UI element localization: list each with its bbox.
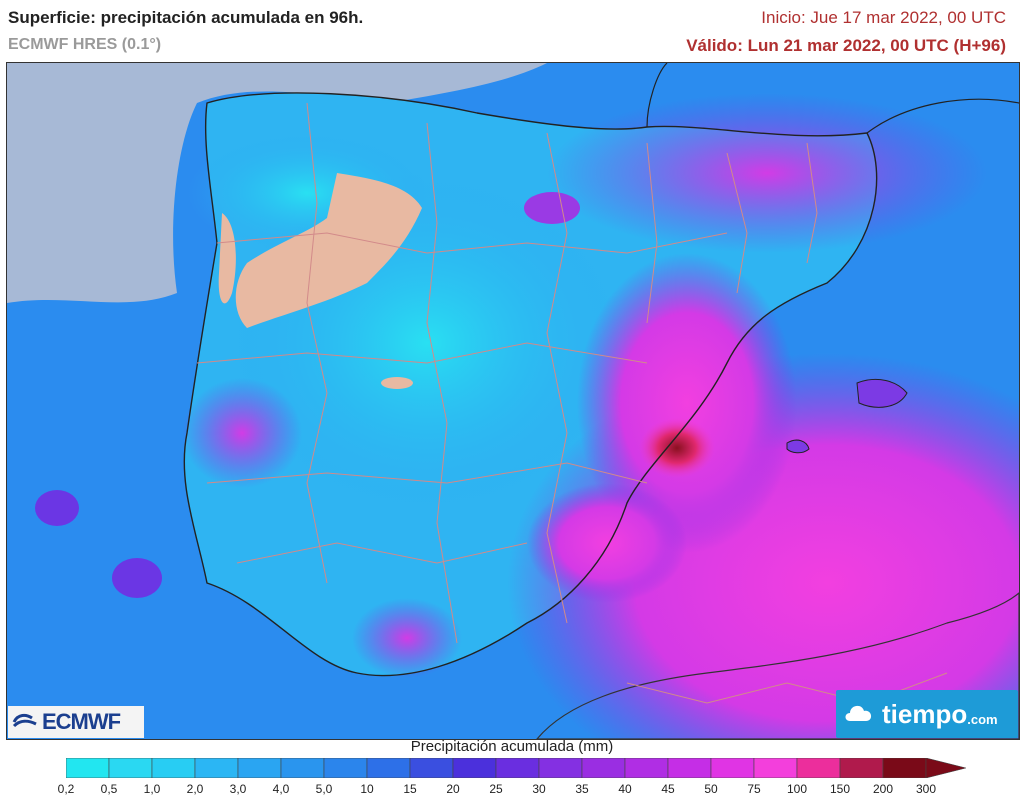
scale-segment: [151, 758, 196, 778]
scale-segment: [839, 758, 884, 778]
scale-tick-label: 75: [747, 782, 761, 796]
scale-tick-label: 15: [403, 782, 417, 796]
scale-tick-label: 1,0: [143, 782, 161, 796]
scale-tick-label: 0,2: [57, 782, 75, 796]
scale-segment: [66, 758, 110, 778]
color-scale: [66, 758, 966, 778]
scale-tick-label: 100: [786, 782, 808, 796]
atlantic-rain-spot-2: [112, 558, 162, 598]
scale-segment: [366, 758, 411, 778]
scale-segment: [538, 758, 583, 778]
scale-segment: [194, 758, 239, 778]
scale-tick-label: 10: [360, 782, 374, 796]
scale-tick-label: 5,0: [315, 782, 333, 796]
scale-segment: [280, 758, 325, 778]
scale-tick-label: 35: [575, 782, 589, 796]
scale-segment: [667, 758, 712, 778]
iberia-coastline: [183, 92, 878, 677]
scale-tick-label: 0,5: [100, 782, 118, 796]
scale-tick-label: 40: [618, 782, 632, 796]
scale-segment: [323, 758, 368, 778]
map-title: Superficie: precipitación acumulada en 9…: [8, 8, 364, 27]
valencia-heavy-rain: [577, 253, 797, 553]
tiempo-logo-text: tiempo: [882, 698, 968, 729]
pyrenees-heavy-rain: [547, 93, 987, 253]
scale-segment: [624, 758, 669, 778]
scale-tick-label: 50: [704, 782, 718, 796]
atlantic-rain-spot: [35, 490, 79, 526]
model-label: ECMWF HRES (0.1°): [8, 36, 162, 53]
scale-tick-label: 30: [532, 782, 546, 796]
mallorca-island: [856, 378, 908, 408]
tiempo-logo-suffix: .com: [967, 711, 998, 727]
scale-segment: [452, 758, 497, 778]
africa-coastline: [536, 592, 1019, 739]
scale-tick-label: 25: [489, 782, 503, 796]
init-time: Inicio: Jue 17 mar 2022, 00 UTC: [761, 8, 1006, 27]
no-rain-area: [235, 173, 422, 328]
scale-tick-label: 20: [446, 782, 460, 796]
scale-segment: [581, 758, 626, 778]
scale-segment: [495, 758, 540, 778]
scale-tick-label: 150: [829, 782, 851, 796]
scale-segment: [710, 758, 755, 778]
scale-segment: [753, 758, 798, 778]
scale-tick-label: 300: [915, 782, 937, 796]
province-borders: [196, 102, 948, 704]
ibiza-island: [786, 439, 810, 454]
scale-segment: [108, 758, 153, 778]
rain-maximum: [639, 418, 715, 478]
france-border: [646, 63, 1019, 134]
precipitation-map: [6, 62, 1020, 740]
scale-tick-label: 2,0: [186, 782, 204, 796]
scale-arrow: [925, 758, 966, 778]
legend-title: Precipitación acumulada (mm): [410, 738, 614, 755]
scale-segment: [237, 758, 282, 778]
ebro-rain-spot: [524, 192, 580, 224]
no-rain-spot: [381, 377, 413, 389]
scale-segment: [796, 758, 841, 778]
tiempo-logo: tiempo .com: [836, 690, 1018, 738]
scale-segment: [882, 758, 927, 778]
murcia-heavy-rain: [527, 483, 687, 603]
ecmwf-logo: ECMWF: [8, 706, 144, 738]
andalucia-rain-spot: [352, 598, 462, 678]
scale-ticks: 0,2 0,5 1,0 2,0 3,0 4,0 5,0 10 15 20 25 30 35 40 45 50 7…: [0, 782, 1024, 798]
map-canvas: [7, 63, 1019, 739]
dry-sea-area: [7, 63, 547, 303]
portugal-rain-spot: [182, 378, 302, 488]
ecmwf-logo-text: ECMWF: [42, 709, 121, 734]
no-rain-coast: [218, 213, 236, 304]
cloud-icon: [845, 705, 872, 721]
scale-segment: [409, 758, 454, 778]
scale-tick-label: 4,0: [272, 782, 290, 796]
scale-tick-label: 200: [872, 782, 894, 796]
scale-tick-label: 3,0: [229, 782, 247, 796]
scale-tick-label: 45: [661, 782, 675, 796]
ecmwf-icon: [12, 713, 37, 728]
valid-time: Válido: Lun 21 mar 2022, 00 UTC (H+96): [686, 36, 1006, 55]
